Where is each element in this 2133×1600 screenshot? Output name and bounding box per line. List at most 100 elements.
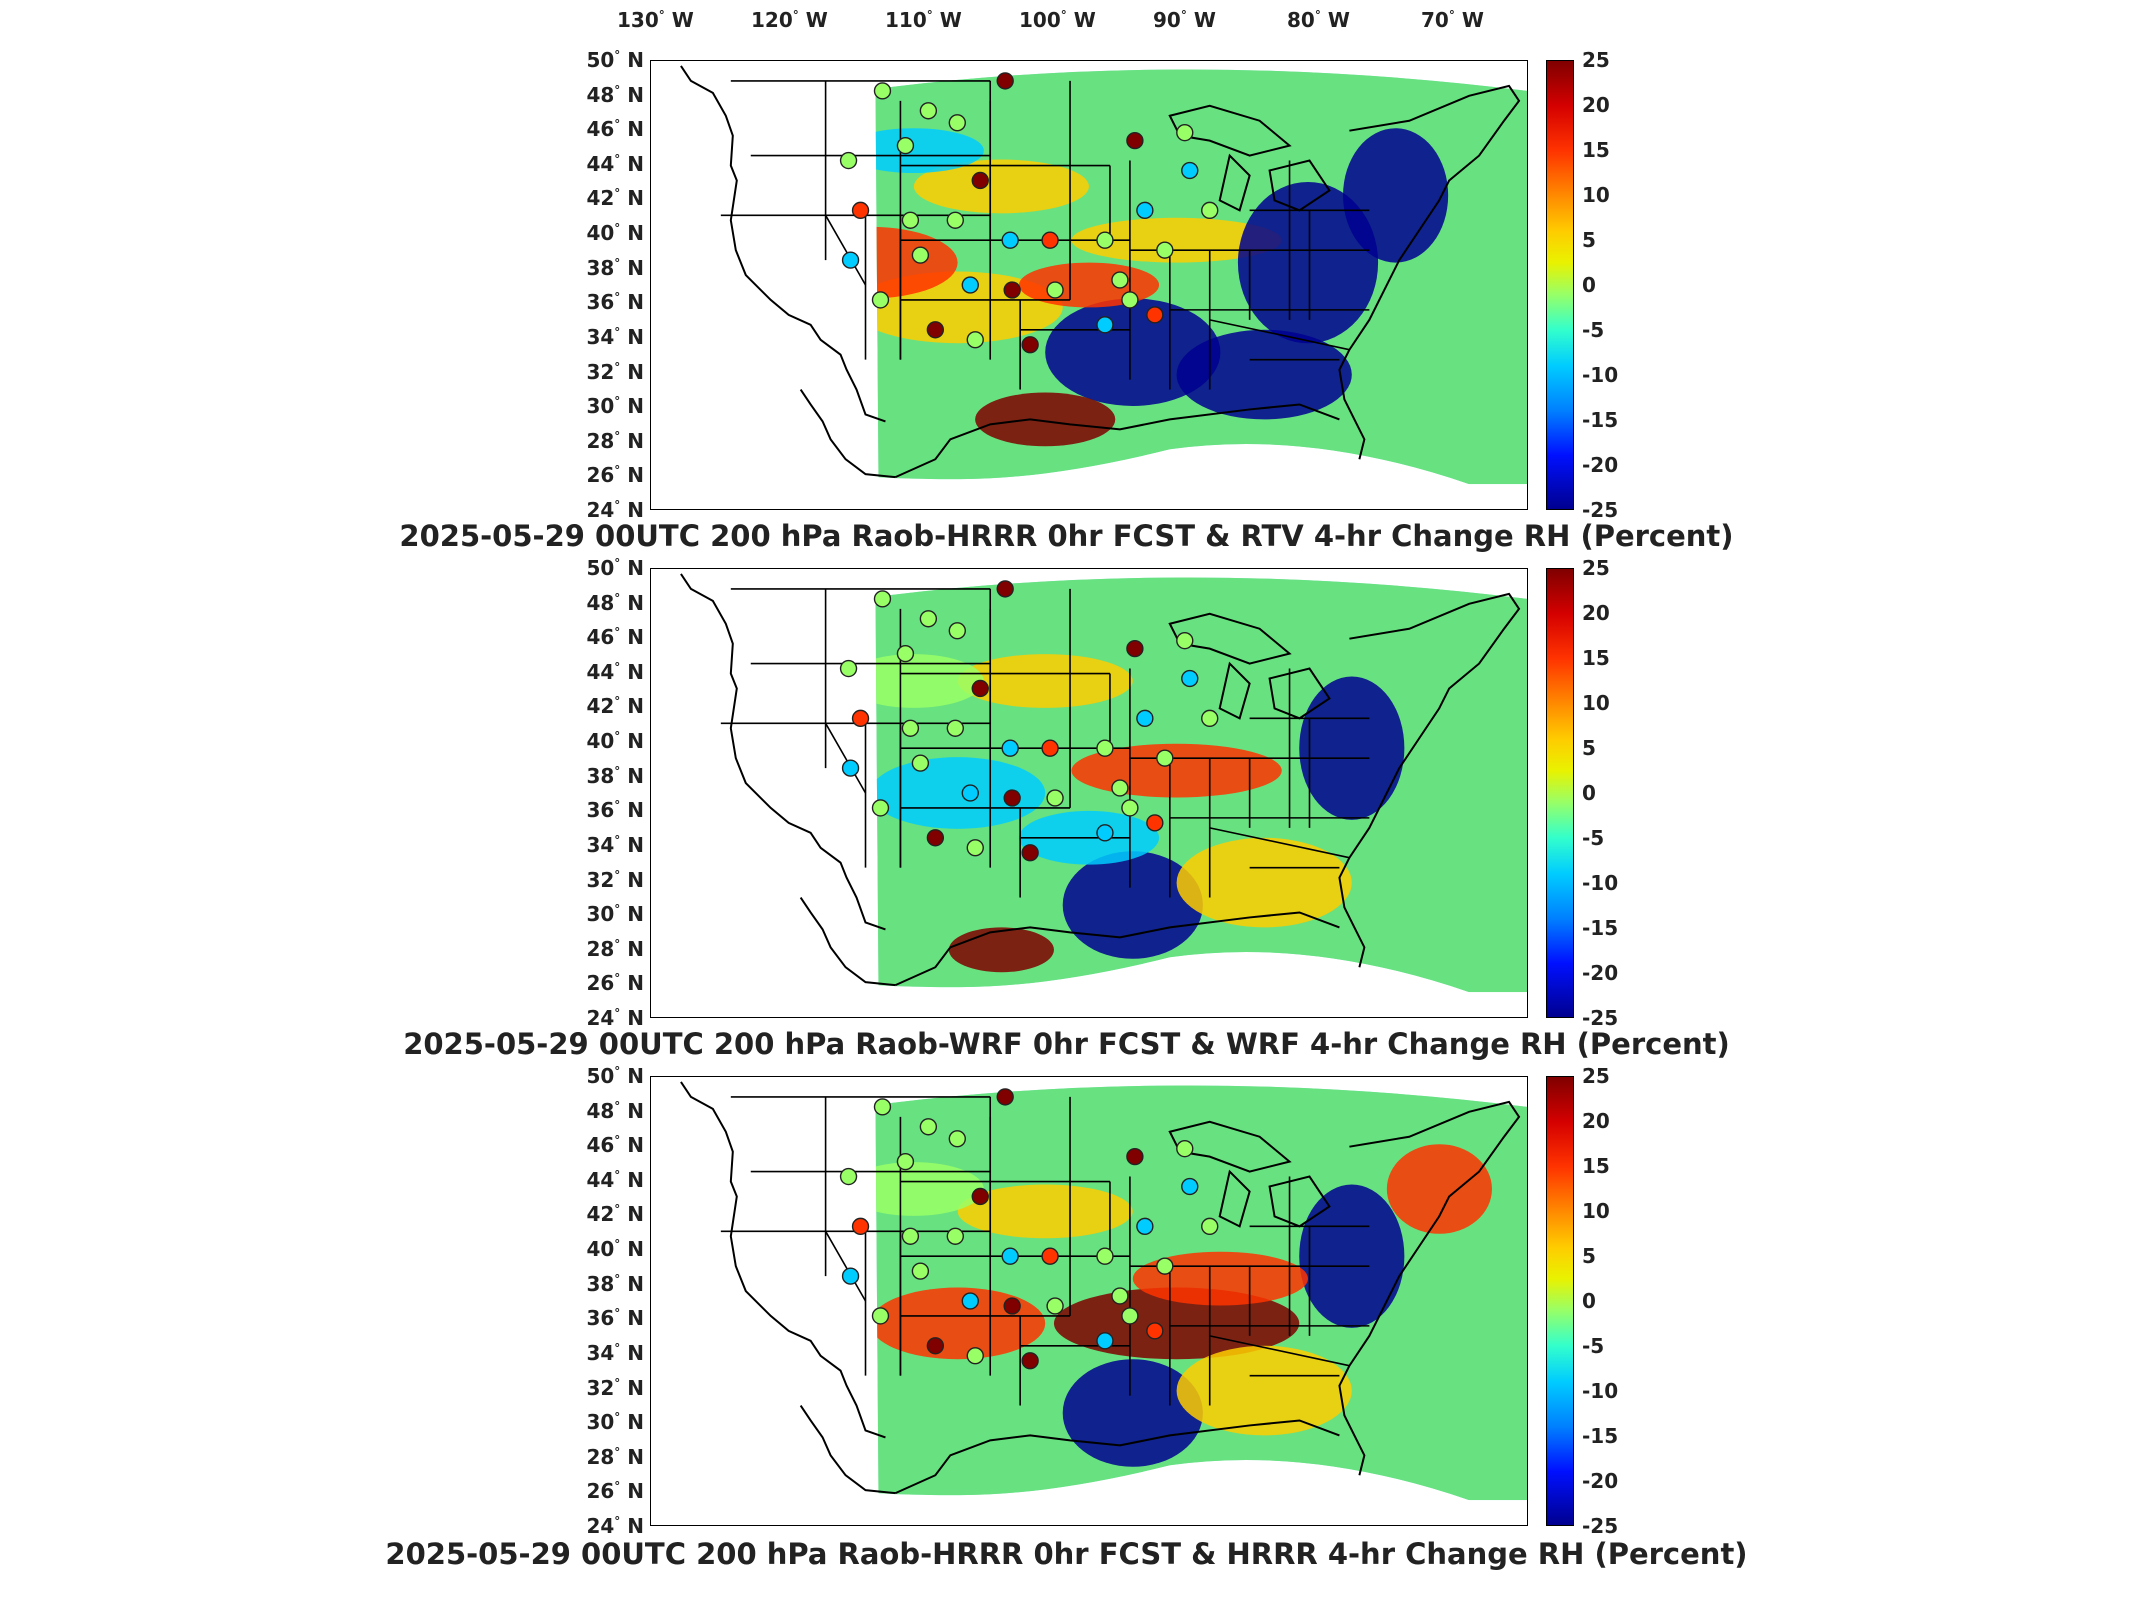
rh-anomaly-region bbox=[875, 654, 984, 708]
raob-station-marker bbox=[971, 679, 989, 698]
rh-anomaly-region bbox=[875, 1287, 1046, 1360]
raob-station-marker bbox=[1121, 291, 1139, 309]
raob-station-marker bbox=[896, 136, 915, 155]
raob-station-marker bbox=[1003, 281, 1021, 299]
raob-station-marker bbox=[851, 1217, 870, 1235]
rh-field bbox=[875, 577, 1527, 993]
raob-station-marker bbox=[1001, 739, 1019, 757]
colorbar-tick-label: 25 bbox=[1582, 1064, 1610, 1088]
raob-station-marker bbox=[1181, 669, 1199, 688]
colorbar-tick-label: 0 bbox=[1582, 1289, 1596, 1313]
latitude-label: 50° N bbox=[586, 48, 644, 72]
rh-anomaly-region bbox=[1062, 851, 1203, 959]
colorbar-tick-label: 0 bbox=[1582, 781, 1596, 805]
state-boundary bbox=[1209, 319, 1350, 351]
raob-station-marker bbox=[1003, 1297, 1021, 1315]
raob-station-marker bbox=[1046, 789, 1064, 807]
raob-station-marker bbox=[996, 72, 1014, 90]
raob-station-marker bbox=[971, 171, 989, 190]
latitude-label: 48° N bbox=[586, 590, 644, 615]
latitude-label: 32° N bbox=[586, 359, 644, 384]
raob-station-marker bbox=[1121, 799, 1139, 817]
raob-station-marker bbox=[1156, 241, 1174, 259]
raob-station-marker bbox=[961, 784, 979, 802]
colorbar-tick-label: 10 bbox=[1582, 183, 1610, 207]
raob-station-marker bbox=[1181, 1177, 1199, 1196]
raob-station-marker bbox=[966, 1347, 984, 1365]
raob-station-marker bbox=[1096, 1332, 1114, 1350]
raob-station-marker bbox=[1001, 1247, 1019, 1265]
raob-station-marker bbox=[1041, 1247, 1059, 1265]
coastline bbox=[680, 65, 1521, 479]
raob-station-marker bbox=[1021, 336, 1039, 354]
panel-title: 2025-05-29 00UTC 200 hPa Raob-HRRR 0hr F… bbox=[399, 519, 1734, 553]
latitude-label: 46° N bbox=[586, 117, 644, 142]
raob-station-marker bbox=[1181, 161, 1199, 180]
map-panel: 50° N 48° N 46° N 44° N 42° N 40° N 38° N 36° N… bbox=[0, 1064, 2133, 1588]
colorbar-tick-label: -20 bbox=[1582, 453, 1619, 477]
raob-station-marker bbox=[946, 211, 964, 229]
raob-station-marker bbox=[1001, 231, 1019, 249]
raob-station-marker bbox=[841, 759, 860, 777]
latitude-label: 42° N bbox=[586, 1202, 644, 1227]
panel-title: 2025-05-29 00UTC 200 hPa Raob-WRF 0hr FC… bbox=[403, 1027, 1730, 1061]
raob-station-marker bbox=[1111, 779, 1129, 797]
raob-station-marker bbox=[1003, 789, 1021, 807]
raob-station-marker bbox=[871, 291, 890, 309]
latitude-label: 40° N bbox=[586, 1237, 644, 1262]
colorbar-tick-label: -5 bbox=[1582, 826, 1605, 850]
raob-station-marker bbox=[901, 211, 920, 229]
longitude-label: 80° W bbox=[1287, 8, 1350, 32]
rh-anomaly-region bbox=[875, 757, 1046, 829]
raob-station-marker bbox=[1111, 271, 1129, 289]
rh-anomaly-region bbox=[1132, 1251, 1308, 1306]
raob-station-marker bbox=[1156, 1257, 1174, 1275]
coastline bbox=[680, 573, 1521, 987]
raob-station-marker bbox=[851, 709, 870, 727]
raob-station-marker bbox=[1046, 1297, 1064, 1315]
raob-station-marker bbox=[1201, 709, 1219, 727]
rh-anomaly-region bbox=[1386, 1144, 1492, 1234]
state-boundary bbox=[1209, 1335, 1350, 1367]
rh-anomaly-region bbox=[875, 226, 958, 299]
raob-station-marker bbox=[896, 644, 915, 663]
state-boundaries bbox=[720, 588, 1370, 898]
state-boundary bbox=[824, 1230, 867, 1302]
rh-anomaly-region bbox=[1062, 1359, 1203, 1467]
latitude-label: 34° N bbox=[586, 1340, 644, 1365]
latitude-label: 42° N bbox=[586, 186, 644, 211]
raob-station-marker bbox=[961, 1292, 979, 1310]
raob-station-marker bbox=[901, 719, 920, 737]
colorbar bbox=[1546, 568, 1574, 1018]
latitude-label: 24° N bbox=[586, 498, 644, 522]
colorbar-tick-label: 10 bbox=[1582, 691, 1610, 715]
raob-station-marker bbox=[871, 799, 890, 817]
latitude-label: 30° N bbox=[586, 394, 644, 419]
raob-stations bbox=[839, 1088, 1219, 1370]
raob-station-marker bbox=[873, 590, 892, 608]
raob-station-marker bbox=[1096, 1247, 1114, 1265]
rh-field bbox=[875, 1085, 1527, 1501]
raob-station-marker bbox=[1146, 306, 1164, 324]
rh-anomaly-region bbox=[1237, 181, 1379, 344]
raob-station-marker bbox=[1096, 824, 1114, 842]
rh-anomaly-region bbox=[957, 1184, 1133, 1239]
raob-station-marker bbox=[873, 1098, 892, 1116]
panel-title: 2025-05-29 00UTC 200 hPa Raob-HRRR 0hr F… bbox=[385, 1537, 1748, 1571]
latitude-label: 34° N bbox=[586, 324, 644, 349]
raob-station-marker bbox=[926, 829, 945, 847]
raob-station-marker bbox=[1021, 844, 1039, 862]
raob-station-marker bbox=[1176, 1140, 1194, 1158]
rh-anomaly-region bbox=[1343, 128, 1449, 263]
raob-station-marker bbox=[1126, 639, 1144, 658]
raob-station-marker bbox=[996, 580, 1014, 598]
latitude-label: 42° N bbox=[586, 694, 644, 719]
latitude-label: 26° N bbox=[586, 463, 644, 488]
map-canvas bbox=[680, 573, 1527, 993]
raob-station-marker bbox=[1111, 1287, 1129, 1305]
raob-station-marker bbox=[948, 114, 966, 132]
latitude-label: 48° N bbox=[586, 82, 644, 107]
raob-station-marker bbox=[926, 321, 945, 339]
raob-station-marker bbox=[1136, 709, 1154, 727]
raob-station-marker bbox=[946, 719, 964, 737]
